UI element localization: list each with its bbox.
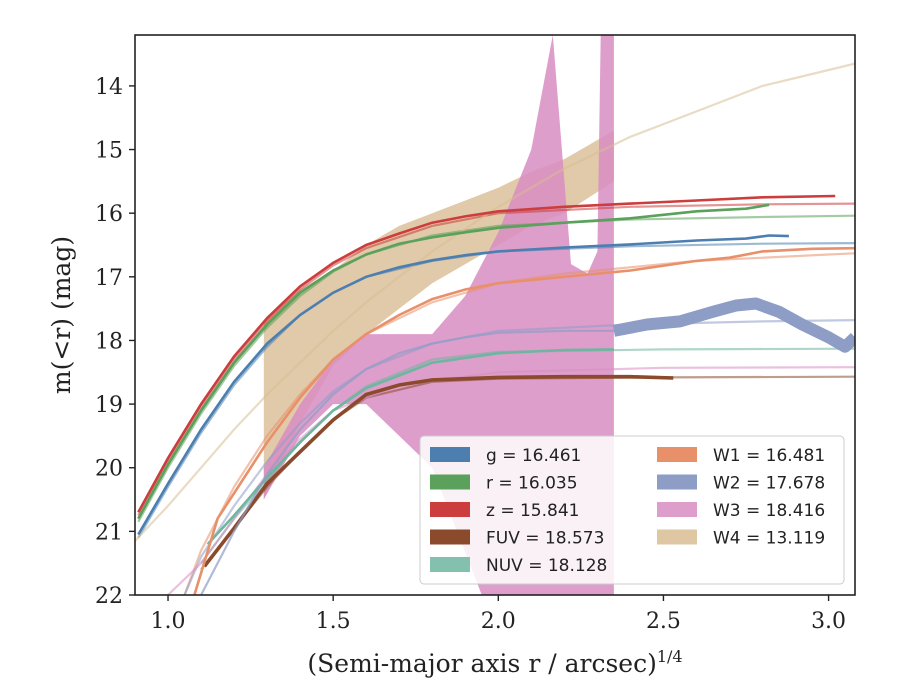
y-tick-label: 14 [95, 75, 123, 100]
y-tick-label: 22 [95, 584, 123, 609]
x-axis-label: (Semi-major axis r / arcsec)1/4 [307, 647, 682, 678]
legend-swatch-w4 [657, 529, 697, 545]
x-tick-label: 2.0 [481, 609, 516, 634]
y-tick-label: 18 [95, 329, 123, 354]
legend-frame [419, 435, 845, 585]
x-axis-label-superscript: 1/4 [657, 647, 683, 666]
x-tick-label: 3.0 [811, 609, 846, 634]
series-r-data [137, 203, 770, 520]
legend: g = 16.461 r = 16.035 z = 15.841 FUV = 18.5… [419, 435, 845, 585]
y-tick-label: 17 [95, 266, 123, 291]
legend-label-g: g = 16.461 [486, 446, 581, 466]
x-tick-label: 1.0 [151, 609, 186, 634]
series-g-data [137, 234, 789, 536]
legend-label-r: r = 16.035 [486, 474, 578, 494]
y-tick-label: 15 [95, 139, 123, 164]
legend-swatch-fuv [430, 529, 470, 545]
x-tick-label: 2.5 [646, 609, 681, 634]
series-w1-data [193, 246, 855, 595]
series-z-model [137, 202, 855, 517]
y-tick-label: 21 [95, 520, 123, 545]
legend-label-w4: W4 = 13.119 [713, 529, 825, 549]
plot-frame [134, 34, 856, 596]
y-axis-label: m(<r) (mag) [47, 236, 76, 394]
legend-swatch-g [430, 447, 470, 462]
y-tick-label: 20 [95, 457, 123, 482]
legend-label-w1: W1 = 16.481 [713, 446, 825, 466]
legend-swatch-r [430, 474, 470, 490]
legend-swatch-z [430, 502, 470, 517]
series-w2-data-band [612, 297, 855, 353]
x-tick-label: 1.5 [316, 609, 351, 634]
legend-swatch-w1 [657, 447, 697, 462]
legend-label-w2: W2 = 17.678 [713, 474, 825, 494]
legend-swatch-w3 [657, 502, 697, 517]
y-tick-label: 16 [95, 202, 123, 227]
series-nuv-data [206, 348, 614, 545]
legend-label-fuv: FUV = 18.573 [486, 529, 604, 549]
legend-swatch-w2 [657, 474, 697, 490]
legend-label-z: z = 15.841 [486, 501, 579, 521]
legend-label-nuv: NUV = 18.128 [486, 556, 607, 576]
series-fuv-data [202, 374, 674, 568]
legend-label-w3: W3 = 18.416 [713, 501, 825, 521]
y-tick-label: 19 [95, 393, 123, 418]
x-axis-label-main: (Semi-major axis r / arcsec) [307, 649, 656, 678]
series-z-data [137, 194, 836, 513]
legend-swatch-nuv [430, 557, 470, 572]
